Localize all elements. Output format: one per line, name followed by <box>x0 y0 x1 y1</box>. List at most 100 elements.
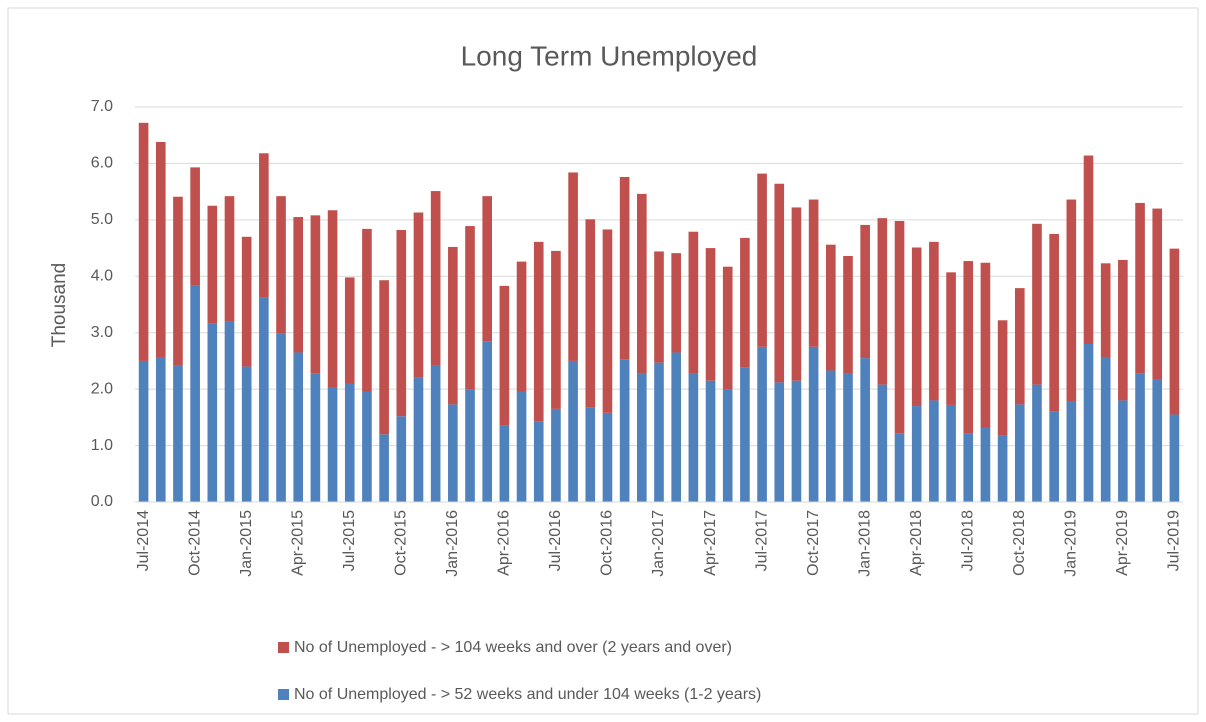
bar-segment <box>1152 379 1163 502</box>
y-tick-label: 1.0 <box>91 437 113 454</box>
x-tick-label: Oct-2017 <box>805 510 822 576</box>
bar-segment <box>825 244 836 371</box>
x-tick-label: Jan-2015 <box>238 510 255 577</box>
x-tick-label: Apr-2019 <box>1114 510 1131 576</box>
bar-segment <box>173 365 183 502</box>
bar-segment <box>825 370 836 502</box>
bar-segment <box>1135 373 1145 502</box>
x-tick-label: Jul-2017 <box>753 510 770 571</box>
bar-segment <box>482 196 493 342</box>
y-axis-label: Thousand <box>49 263 70 348</box>
bar-segment <box>430 191 441 366</box>
bar-segment <box>980 427 991 502</box>
bar-segment <box>757 173 767 347</box>
bar-segment <box>379 280 389 435</box>
bar-segment <box>585 219 596 408</box>
bar-segment <box>637 373 647 502</box>
bar-segment <box>585 407 596 502</box>
bar-segment <box>654 251 664 363</box>
x-tick-label: Apr-2016 <box>496 510 513 576</box>
x-tick-label: Apr-2015 <box>289 510 306 576</box>
bar-segment <box>155 356 166 502</box>
bar-segment <box>241 366 252 502</box>
bar-segment <box>602 412 613 502</box>
bar-segment <box>327 210 338 388</box>
bar-segment <box>843 255 853 374</box>
bar-segment <box>259 153 269 298</box>
bar-segment <box>190 285 200 502</box>
bar-segment <box>276 333 286 502</box>
x-tick-label: Jul-2014 <box>135 510 152 571</box>
bar-segment <box>1083 155 1094 344</box>
bar-segment <box>448 404 458 502</box>
bar-segment <box>379 434 389 502</box>
bar-segment <box>654 362 664 502</box>
bar-segment <box>499 285 510 426</box>
bar-segment <box>1066 199 1077 402</box>
bar-segment <box>774 183 785 383</box>
bar-segment <box>465 226 475 390</box>
x-tick-label: Apr-2018 <box>908 510 925 576</box>
x-tick-label: Jul-2015 <box>341 510 358 571</box>
bar-segment <box>757 346 767 502</box>
bar-segment <box>1032 384 1042 502</box>
bar-segment <box>774 382 785 502</box>
bar-segment <box>671 352 681 502</box>
bar-segment <box>138 360 149 502</box>
y-tick-label: 4.0 <box>91 268 113 285</box>
x-tick-label: Jul-2016 <box>547 510 564 571</box>
bar-segment <box>791 380 802 502</box>
bar-segment <box>740 237 750 368</box>
bar-segment <box>1032 223 1042 385</box>
bar-segment <box>877 218 888 385</box>
x-tick-label: Oct-2018 <box>1011 510 1028 576</box>
bar-segment <box>1049 411 1059 502</box>
bar-segment <box>276 196 286 334</box>
bar-segment <box>946 404 956 502</box>
bar-segment <box>1014 288 1025 405</box>
bar-segment <box>533 241 544 422</box>
bar-segment <box>207 323 218 502</box>
y-tick-label: 7.0 <box>91 98 113 115</box>
bar-segment <box>1066 401 1077 502</box>
bar-segment <box>207 205 218 324</box>
bar-segment <box>997 435 1008 502</box>
bar-segment <box>877 384 888 502</box>
bar-segment <box>894 220 905 434</box>
legend-swatch <box>278 689 289 700</box>
bar-segment <box>1100 263 1111 357</box>
bar-segment <box>705 380 716 502</box>
bar-segment <box>722 266 733 390</box>
x-tick-label: Jan-2017 <box>650 510 667 577</box>
x-tick-label: Jan-2019 <box>1063 510 1080 577</box>
bar-segment <box>602 229 613 413</box>
bar-segment <box>190 167 200 286</box>
bar-segment <box>688 231 699 374</box>
bar-segment <box>929 241 939 401</box>
bar-segment <box>533 421 544 502</box>
bar-segment <box>705 248 716 381</box>
x-tick-label: Jul-2018 <box>959 510 976 571</box>
bar-segment <box>465 389 475 502</box>
bar-segment <box>860 358 870 502</box>
bar-segment <box>843 373 853 502</box>
legend-label: No of Unemployed - > 52 weeks and under … <box>294 686 761 703</box>
bar-segment <box>327 387 338 502</box>
bar-segment <box>293 352 304 502</box>
bar-segment <box>860 224 870 359</box>
bar-segment <box>413 212 424 378</box>
y-tick-label: 2.0 <box>91 380 113 397</box>
bar-segment <box>808 346 819 502</box>
bar-segment <box>929 400 939 502</box>
bar-segment <box>637 193 647 374</box>
bar-segment <box>1169 414 1180 502</box>
x-tick-label: Oct-2014 <box>186 510 203 576</box>
bar-segment <box>791 207 802 381</box>
bar-segment <box>310 373 321 502</box>
bar-segment <box>396 416 407 502</box>
bar-segment <box>1083 344 1094 502</box>
bar-segment <box>310 215 321 374</box>
bar-segment <box>619 176 630 360</box>
